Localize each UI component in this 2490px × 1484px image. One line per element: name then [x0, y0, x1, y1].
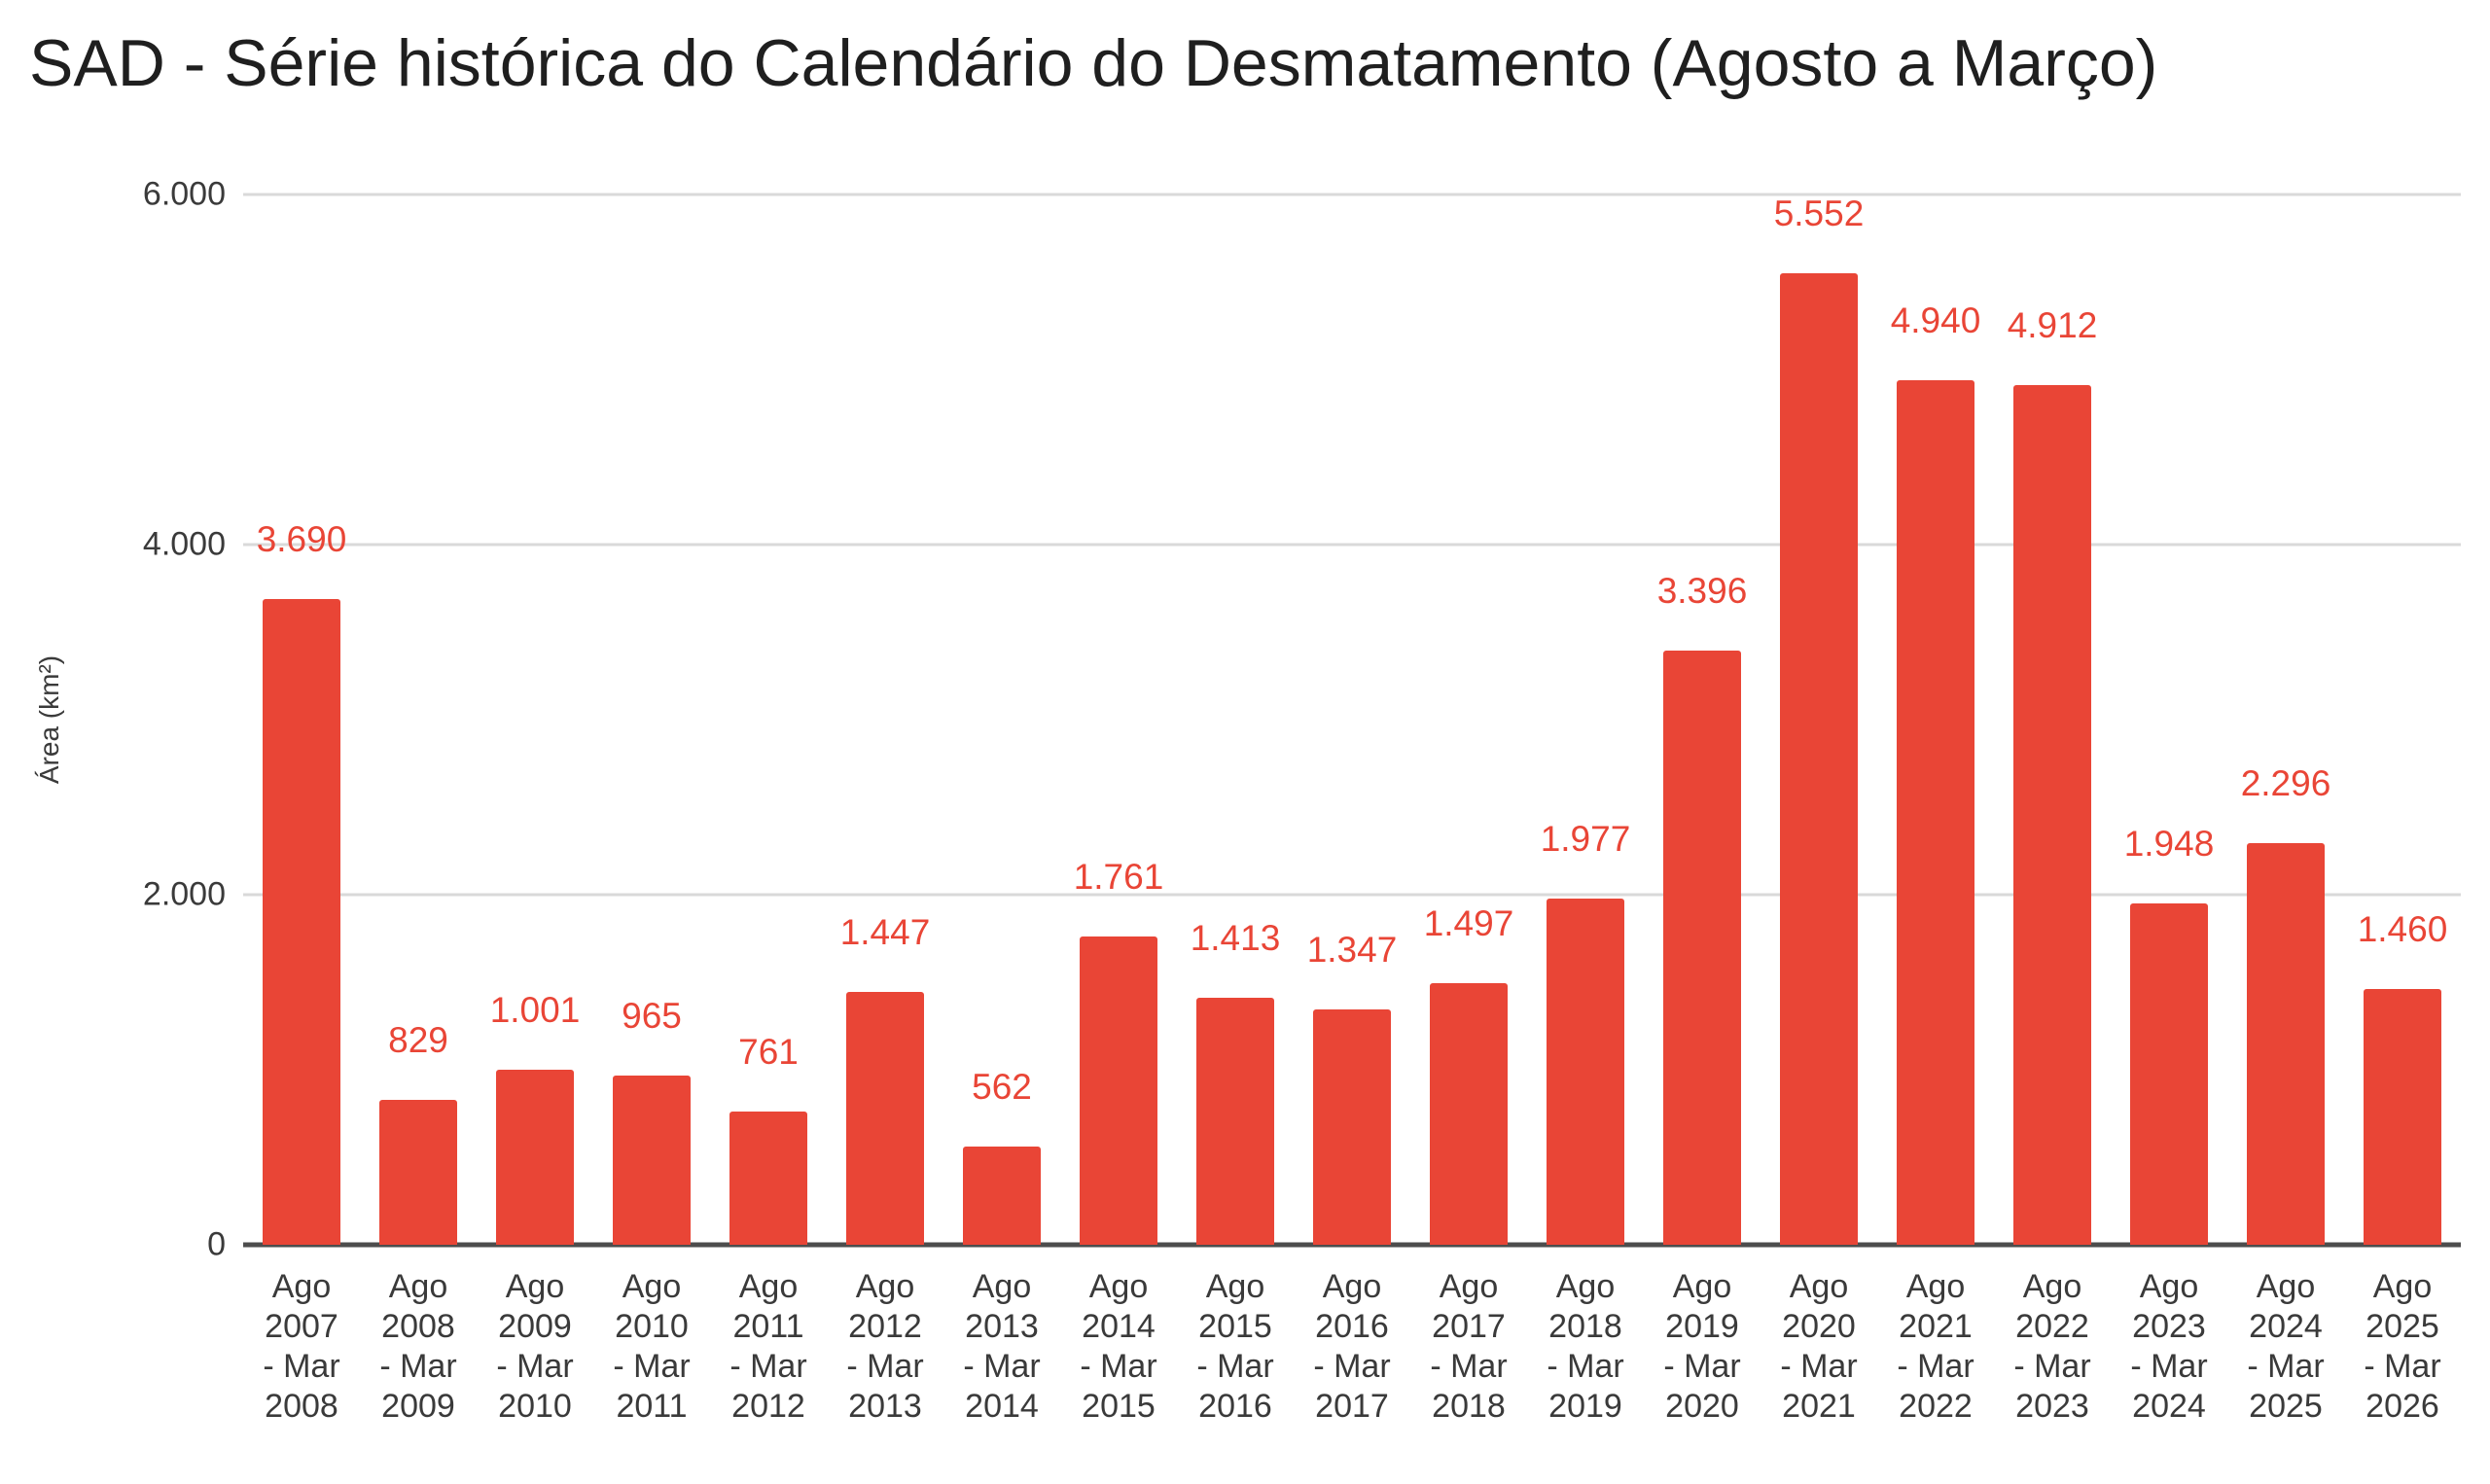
- x-tick-label: Ago 2019 - Mar 2020: [1663, 1268, 1741, 1425]
- bar: [1313, 1009, 1391, 1245]
- x-tick-label: Ago 2025 - Mar 2026: [2364, 1268, 2441, 1425]
- x-tick-label: Ago 2017 - Mar 2018: [1430, 1268, 1508, 1425]
- x-tick-label: Ago 2013 - Mar 2014: [963, 1268, 1041, 1425]
- bar-value-label: 3.396: [1656, 571, 1748, 611]
- x-tick-label: Ago 2012 - Mar 2013: [846, 1268, 924, 1425]
- bars-layer: 3.690 829 1.001 965 761 1.447 562 1.761 1.413 1.3…: [243, 194, 2461, 1245]
- bar-value-label: 3.690: [256, 519, 347, 559]
- gridline: [243, 543, 2461, 547]
- bar: [496, 1070, 574, 1245]
- bar-value-label: 1.977: [1540, 819, 1631, 859]
- y-tick-label: 4.000: [142, 525, 226, 563]
- bar-value-label: 1.347: [1306, 930, 1398, 970]
- bar: [963, 1147, 1041, 1245]
- gridline: [243, 193, 2461, 196]
- x-tick-label: Ago 2010 - Mar 2011: [613, 1268, 691, 1425]
- bar-value-label: 1.413: [1190, 918, 1281, 958]
- x-tick-label: Ago 2022 - Mar 2023: [2013, 1268, 2091, 1425]
- x-tick-label: Ago 2016 - Mar 2017: [1313, 1268, 1391, 1425]
- bar: [1196, 998, 1274, 1245]
- bar: [2364, 989, 2441, 1245]
- bar: [263, 599, 340, 1245]
- bar: [1547, 899, 1624, 1245]
- bar-value-label: 562: [972, 1067, 1032, 1107]
- bar-value-label: 1.948: [2123, 824, 2215, 864]
- bar: [846, 992, 924, 1245]
- bar: [2247, 843, 2325, 1245]
- x-tick-label: Ago 2014 - Mar 2015: [1080, 1268, 1157, 1425]
- x-tick-label: Ago 2018 - Mar 2019: [1547, 1268, 1624, 1425]
- x-tick-label: Ago 2021 - Mar 2022: [1897, 1268, 1974, 1425]
- x-tick-label: Ago 2007 - Mar 2008: [263, 1268, 340, 1425]
- bar: [729, 1112, 807, 1245]
- bar: [613, 1076, 691, 1245]
- bar-value-label: 1.460: [2357, 909, 2448, 949]
- bar-value-label: 1.497: [1423, 903, 1514, 943]
- y-tick-label: 6.000: [142, 175, 226, 213]
- chart-title: SAD - Série histórica do Calendário do D…: [29, 26, 2158, 100]
- x-axis-labels: Ago 2007 - Mar 2008 Ago 2008 - Mar 2009 Ag…: [243, 1267, 2461, 1462]
- y-tick-label: 2.000: [142, 875, 226, 913]
- bar-value-label: 1.447: [839, 912, 931, 952]
- x-tick-label: Ago 2023 - Mar 2024: [2130, 1268, 2208, 1425]
- bar: [1430, 983, 1508, 1245]
- bar: [2013, 385, 2091, 1245]
- bar-value-label: 4.940: [1890, 300, 1981, 340]
- x-tick-label: Ago 2015 - Mar 2016: [1196, 1268, 1274, 1425]
- bar-value-label: 4.912: [2007, 305, 2098, 345]
- bar-value-label: 829: [388, 1020, 448, 1060]
- bar-value-label: 5.552: [1773, 194, 1865, 233]
- x-tick-label: Ago 2011 - Mar 2012: [729, 1268, 807, 1425]
- bar-value-label: 965: [622, 996, 682, 1036]
- plot-area: [243, 193, 2461, 1248]
- y-axis-ticks: 0 2.000 4.000 6.000: [0, 176, 226, 1263]
- x-tick-label: Ago 2024 - Mar 2025: [2247, 1268, 2325, 1425]
- bar: [2130, 903, 2208, 1245]
- x-tick-label: Ago 2009 - Mar 2010: [496, 1268, 574, 1425]
- x-tick-label: Ago 2020 - Mar 2021: [1780, 1268, 1858, 1425]
- bar: [379, 1100, 457, 1245]
- bar: [1663, 651, 1741, 1245]
- bar-value-label: 1.761: [1073, 857, 1164, 897]
- bar-value-label: 1.001: [489, 990, 581, 1030]
- bar: [1780, 273, 1858, 1245]
- x-axis-baseline: [243, 1242, 2461, 1248]
- y-tick-label: 0: [207, 1225, 226, 1263]
- bar: [1897, 380, 1974, 1245]
- bar-value-label: 761: [738, 1032, 799, 1072]
- bar: [1080, 936, 1157, 1245]
- gridline: [243, 893, 2461, 897]
- bar-value-label: 2.296: [2240, 763, 2331, 803]
- x-tick-label: Ago 2008 - Mar 2009: [379, 1268, 457, 1425]
